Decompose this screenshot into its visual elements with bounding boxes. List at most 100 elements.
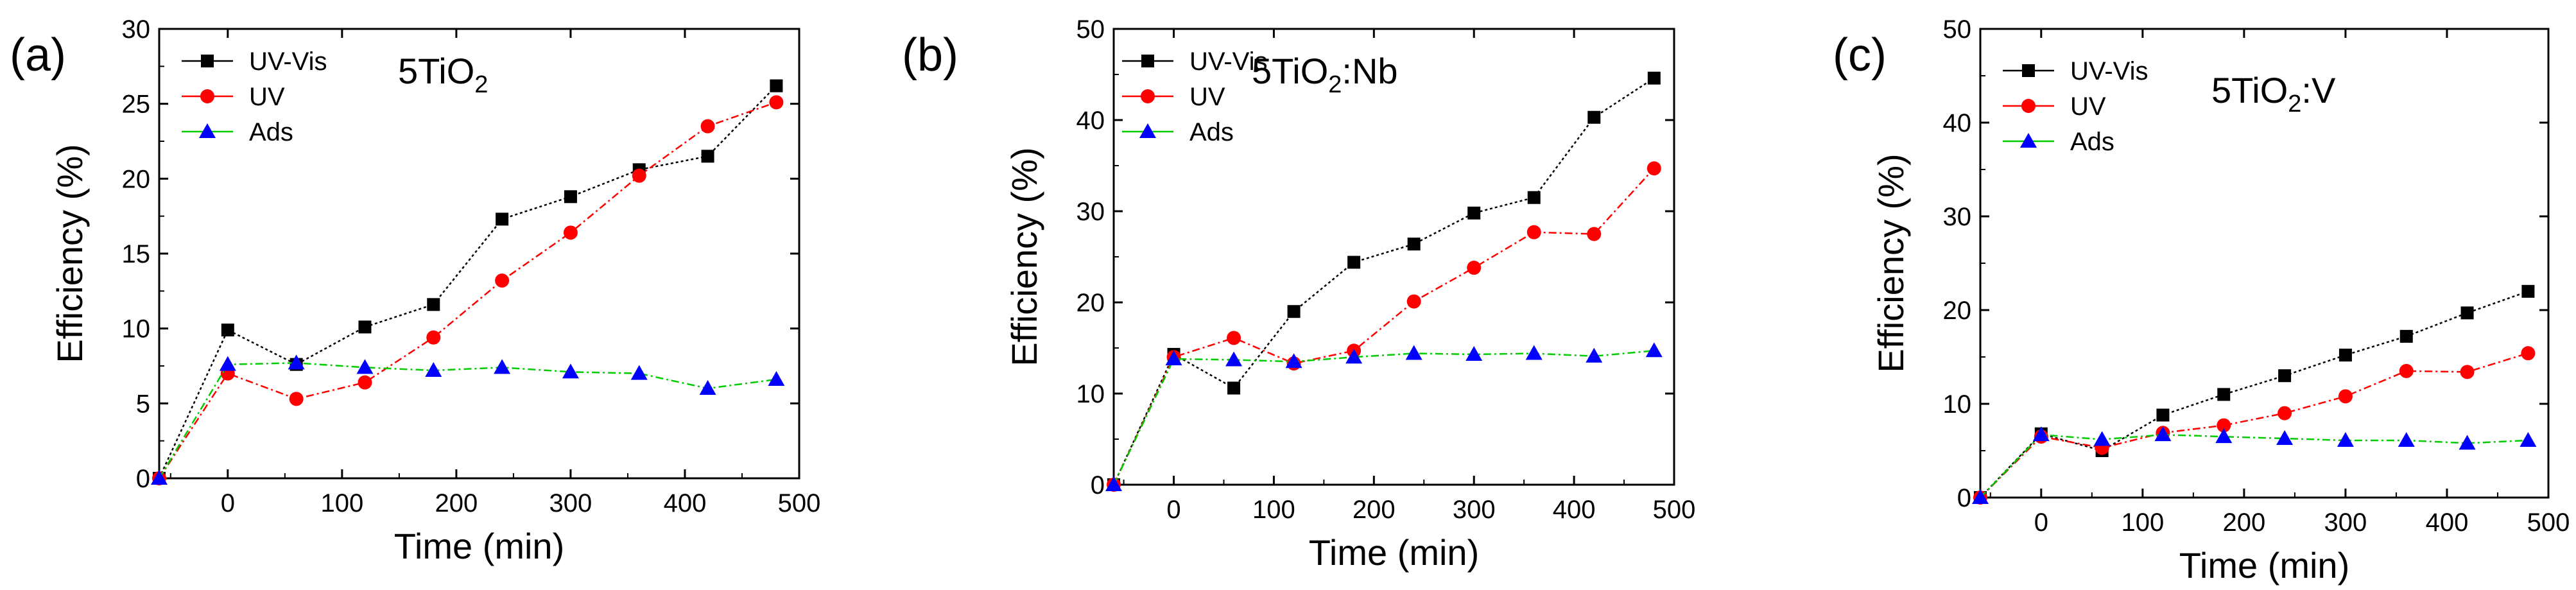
- data-point: [701, 150, 714, 163]
- legend-label: UV: [1189, 83, 1225, 111]
- legend-marker: [200, 89, 214, 103]
- y-tick-label: 30: [1943, 203, 1972, 231]
- data-point: [1407, 238, 1421, 251]
- data-point: [1347, 256, 1361, 269]
- y-tick-label: 0: [136, 465, 150, 493]
- panel-label: (c): [1833, 30, 1887, 81]
- chart-title: 5TiO2: [398, 51, 488, 98]
- data-point: [1165, 351, 1182, 366]
- y-tick-label: 10: [1076, 380, 1105, 408]
- y-tick-label: 0: [1957, 484, 1971, 512]
- chart-title: 5TiO2:Nb: [1252, 51, 1398, 98]
- data-point: [1406, 294, 1421, 309]
- data-point: [2032, 426, 2050, 442]
- x-tick-label: 500: [1653, 496, 1696, 524]
- data-point: [1647, 71, 1661, 85]
- x-tick-label: 400: [1553, 496, 1596, 524]
- data-point: [1587, 227, 1602, 241]
- x-tick-label: 500: [2527, 508, 2570, 537]
- data-point: [1227, 381, 1241, 395]
- data-point: [2338, 389, 2353, 404]
- legend-label: UV-Vis: [1189, 48, 1268, 76]
- legend-marker: [2021, 99, 2036, 113]
- series-line-ads: [1980, 433, 2528, 498]
- legend-label: Ads: [249, 118, 293, 146]
- data-point: [2093, 431, 2111, 446]
- data-point: [1287, 305, 1301, 318]
- data-point: [768, 371, 785, 386]
- data-point: [2521, 284, 2535, 298]
- x-tick-label: 200: [2223, 508, 2266, 537]
- data-point: [630, 365, 648, 380]
- y-tick-label: 15: [122, 240, 151, 268]
- x-tick-label: 200: [1353, 496, 1396, 524]
- data-point: [769, 95, 784, 110]
- legend: UV-Vis UV Ads: [2003, 57, 2148, 156]
- data-point: [2217, 388, 2231, 401]
- data-point: [358, 320, 372, 334]
- y-tick-label: 40: [1943, 109, 1972, 137]
- data-point: [1645, 342, 1663, 358]
- x-tick-label: 100: [2121, 508, 2164, 537]
- y-tick-label: 10: [1943, 390, 1972, 419]
- data-point: [219, 356, 236, 371]
- data-point: [2217, 418, 2231, 433]
- data-point: [2215, 428, 2233, 444]
- data-point: [2520, 431, 2537, 447]
- x-tick-label: 100: [320, 489, 363, 517]
- x-tick-label: 300: [2324, 508, 2367, 537]
- y-axis-label: Efficiency (%): [1871, 153, 1911, 372]
- y-tick-label: 5: [136, 390, 150, 418]
- legend-marker: [1141, 55, 1154, 67]
- data-point: [1527, 191, 1541, 204]
- legend-marker: [2022, 64, 2035, 77]
- y-tick-label: 20: [1076, 289, 1105, 317]
- legend-label: Ads: [1189, 118, 1234, 146]
- data-point: [426, 330, 441, 345]
- legend-label: UV-Vis: [2070, 57, 2148, 85]
- data-point: [1465, 345, 1483, 361]
- data-point: [288, 354, 305, 370]
- data-point: [289, 392, 304, 406]
- x-tick-label: 500: [778, 489, 821, 517]
- x-tick-label: 0: [221, 489, 235, 517]
- series-line-uv: [1112, 168, 1655, 485]
- data-point: [1526, 225, 1541, 239]
- y-tick-label: 30: [1076, 198, 1105, 226]
- data-point: [770, 79, 783, 92]
- y-tick-label: 0: [1091, 471, 1105, 499]
- data-point: [1972, 489, 1989, 504]
- x-tick-label: 400: [2426, 508, 2469, 537]
- x-axis-label: Time (min): [2179, 545, 2349, 586]
- y-tick-label: 25: [122, 91, 151, 119]
- y-axis-label: Efficiency (%): [49, 144, 90, 363]
- chart-panel-1: 0 100 200 300 400 500 0 5 10 15 20 25 30 Time (min) Ef…: [10, 15, 820, 566]
- data-point: [564, 190, 577, 204]
- data-point: [2399, 363, 2414, 378]
- data-point: [495, 273, 510, 288]
- data-point: [151, 470, 168, 485]
- x-tick-label: 0: [1166, 496, 1180, 524]
- data-point: [1105, 476, 1122, 491]
- data-point: [2278, 369, 2292, 383]
- data-point: [2460, 306, 2474, 320]
- legend: UV-Vis UV Ads: [1122, 48, 1268, 146]
- data-point: [1587, 110, 1601, 124]
- data-point: [1467, 261, 1482, 275]
- data-point: [563, 225, 578, 240]
- legend-marker: [199, 123, 216, 138]
- data-point: [358, 375, 372, 390]
- data-point: [1227, 331, 1241, 345]
- data-point: [2521, 346, 2536, 361]
- legend-marker: [1141, 89, 1155, 103]
- series-line-ads: [158, 362, 777, 479]
- x-tick-label: 300: [549, 489, 592, 517]
- data-point: [2156, 408, 2170, 422]
- data-point: [221, 324, 234, 336]
- data-point: [1467, 206, 1481, 220]
- data-point: [2338, 349, 2352, 362]
- series-line-ads: [1112, 350, 1654, 485]
- data-point: [1225, 351, 1243, 367]
- y-axis-label: Efficiency (%): [1004, 147, 1044, 366]
